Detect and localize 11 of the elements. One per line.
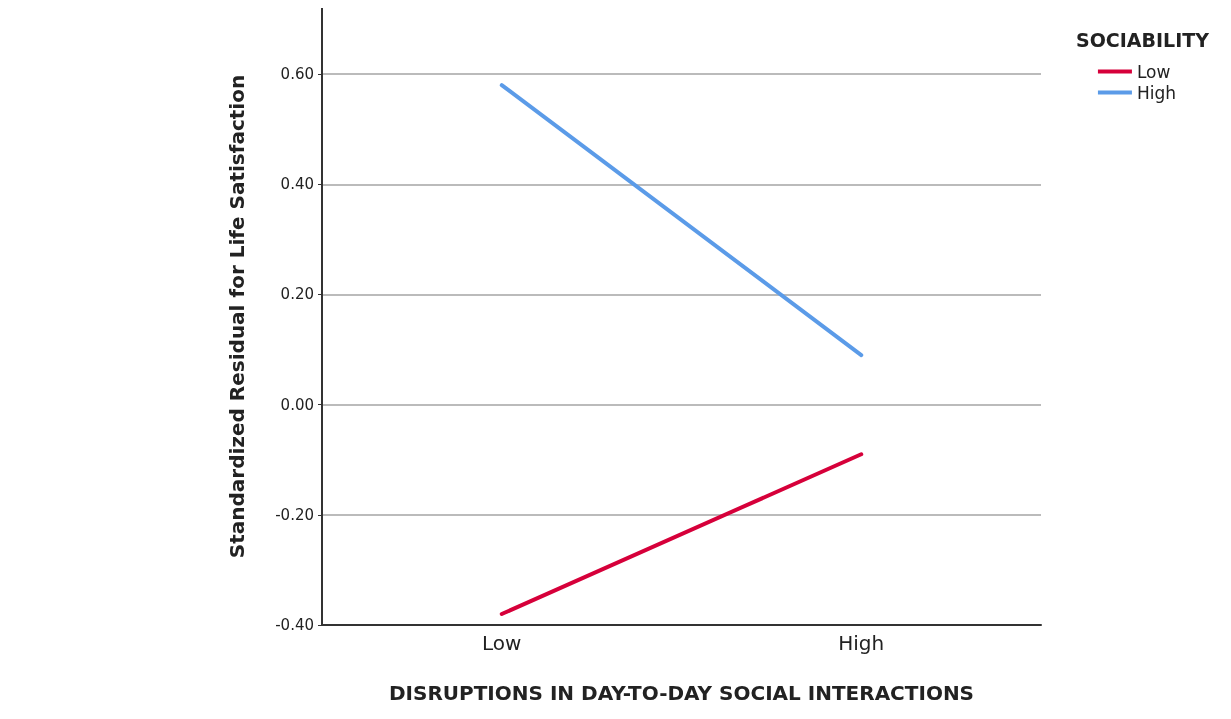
legend-title: SOCIABILITY (1076, 28, 1210, 51)
x-axis-title: DISRUPTIONS IN DAY-TO-DAY SOCIAL INTERACTIONS (388, 681, 975, 705)
legend-label: High (1136, 82, 1177, 103)
y-tick-label: 0.20 (280, 285, 314, 304)
legend-label: Low (1136, 61, 1171, 82)
y-tick-label: -0.40 (275, 616, 314, 634)
y-tick-label: 0.00 (280, 395, 314, 414)
y-tick-label: 0.60 (280, 65, 314, 84)
y-tick-label: -0.20 (275, 505, 314, 524)
y-axis-title: Standardized Residual for Life Satisfaction (225, 74, 249, 559)
y-tick-label: 0.40 (280, 175, 314, 194)
